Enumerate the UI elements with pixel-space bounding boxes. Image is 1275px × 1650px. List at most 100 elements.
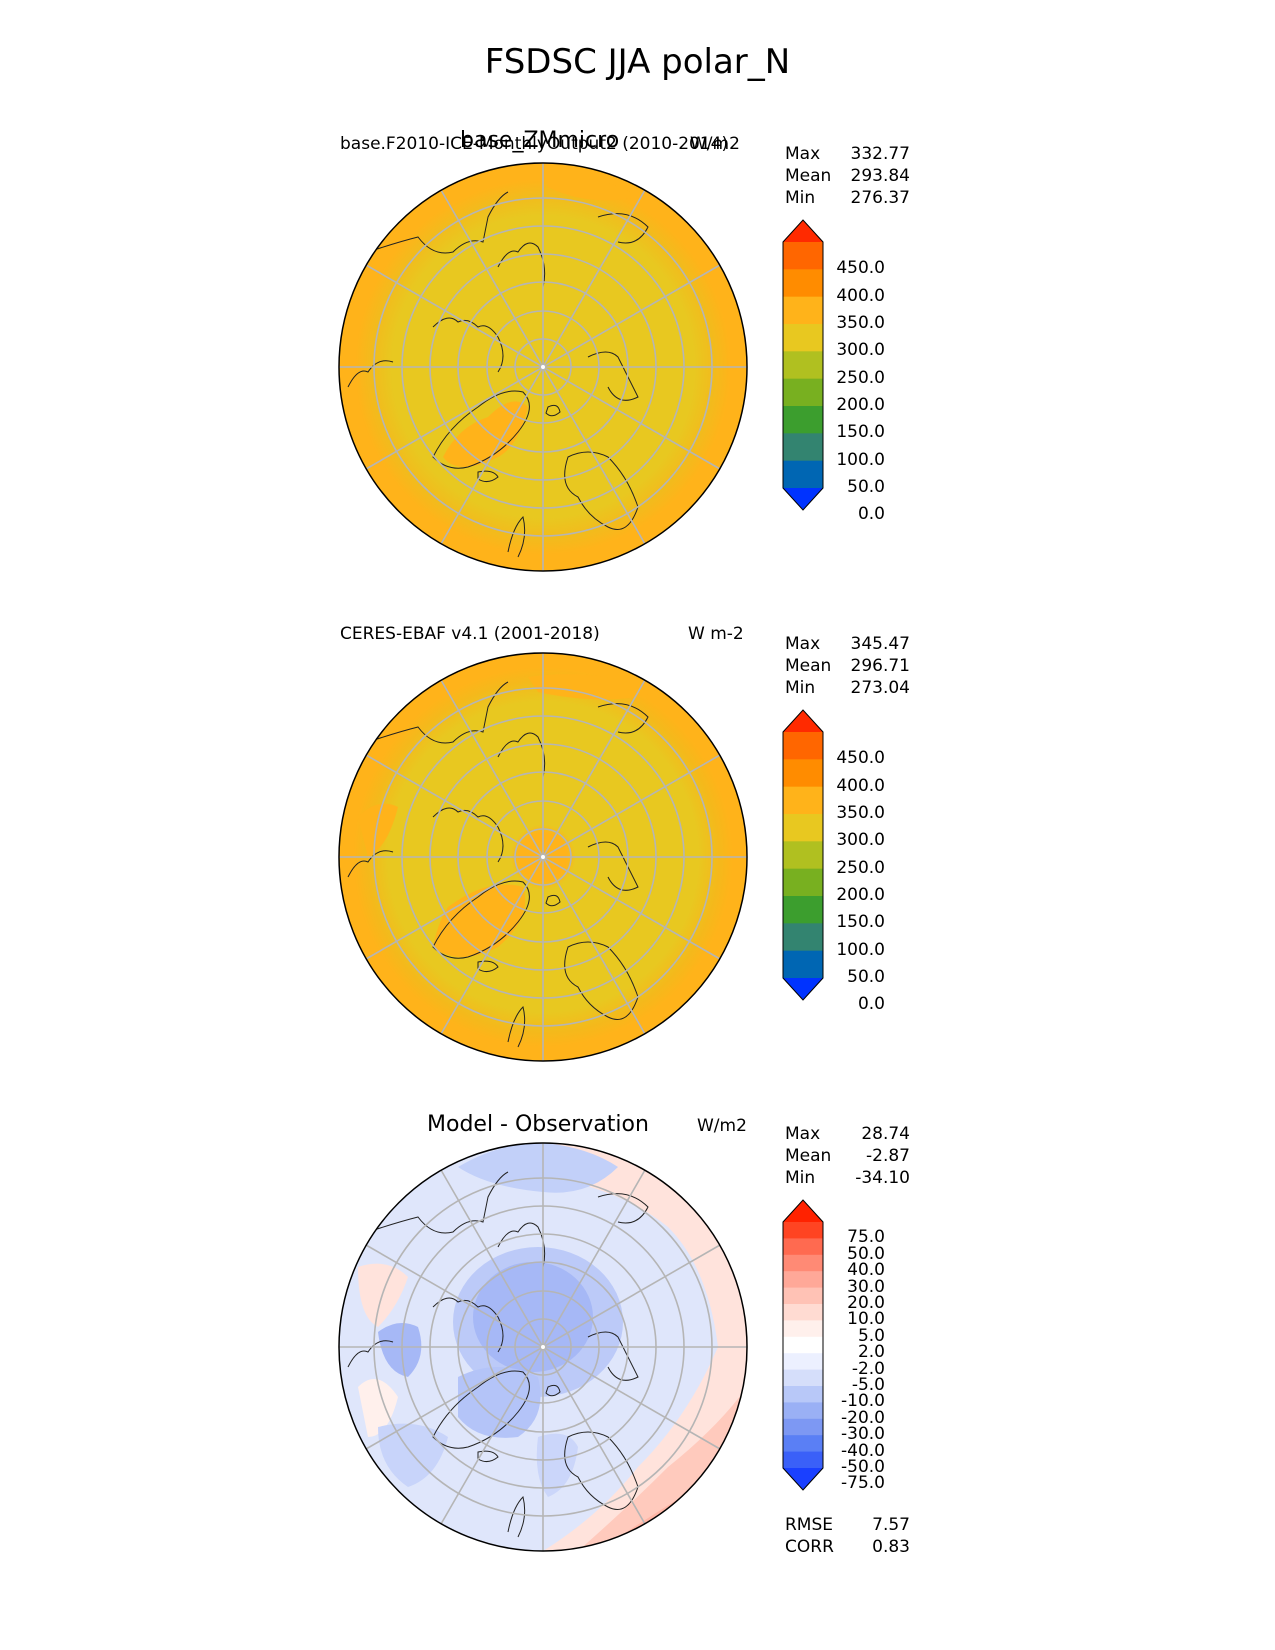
colorbar-tick-label: 20.0 [847, 1293, 885, 1313]
ref-units-label: W m-2 [688, 624, 744, 644]
colorbar-segment [783, 950, 823, 979]
colorbar-segment [783, 732, 823, 760]
figure-title: FSDSC JJA polar_N [484, 42, 791, 82]
colorbar-tick-label: 400.0 [836, 285, 885, 306]
colorbar-segment [783, 1336, 823, 1354]
stat-mean: Mean 293.84 [785, 166, 910, 186]
colorbar-tick-label: -50.0 [841, 1457, 885, 1477]
stat-max: Max 345.47 [785, 634, 910, 654]
colorbar-tick-label: -10.0 [841, 1391, 885, 1412]
colorbar-tick-label: 50.0 [847, 477, 885, 497]
colorbar-tick-label: 2.0 [857, 1342, 885, 1363]
stat-max: Max 28.74 [785, 1124, 910, 1144]
colorbar-segment [783, 1418, 823, 1436]
colorbar-tick-label: 300.0 [836, 830, 885, 851]
colorbar-tick-label: 75.0 [847, 1227, 885, 1248]
difference-colorbar [782, 1199, 824, 1491]
colorbar-tick-label: 300.0 [836, 340, 885, 361]
colorbar-segment [783, 296, 823, 325]
colorbar-tick-label: 200.0 [836, 395, 885, 415]
colorbar-tick-label: -2.0 [851, 1358, 885, 1379]
colorbar-tick-label: 0.0 [857, 994, 885, 1015]
colorbar-tick-label: 100.0 [836, 939, 885, 960]
test-panel-title: base_ZMmicro [460, 128, 620, 153]
colorbar-segment [783, 1304, 823, 1321]
colorbar-tick-label: -5.0 [851, 1375, 885, 1395]
colorbar-outline [782, 219, 824, 511]
colorbar-segment [783, 786, 823, 815]
test-units-label: W/m2 [690, 134, 740, 154]
colorbar-segment [783, 351, 823, 380]
colorbar-segment [783, 1271, 823, 1289]
colorbar-tick-label: 200.0 [836, 885, 885, 905]
colorbar-segment [783, 242, 823, 270]
colorbar-tick-label: 50.0 [847, 967, 885, 987]
colorbar-segment [783, 868, 823, 897]
metric-corr: CORR 0.83 [785, 1537, 910, 1557]
colorbar-segment [783, 923, 823, 952]
colorbar-segment [783, 406, 823, 434]
colorbar-tick-label: 30.0 [847, 1276, 885, 1297]
colorbar-segment [783, 269, 823, 298]
colorbar-tick-label: -20.0 [841, 1407, 885, 1428]
reference-polar-map [338, 652, 748, 1062]
colorbar-segment [783, 460, 823, 489]
colorbar-tick-label: -30.0 [841, 1424, 885, 1445]
colorbar-segment [783, 324, 823, 352]
diff-units-label: W/m2 [697, 1116, 747, 1136]
colorbar-segment [783, 1353, 823, 1371]
colorbar-extend-max [783, 220, 823, 242]
colorbar-segment [783, 1402, 823, 1420]
colorbar-tick-label: 50.0 [847, 1243, 885, 1264]
colorbar-segment [783, 1435, 823, 1453]
colorbar-segment [783, 1320, 823, 1338]
colorbar-extend-min [783, 488, 823, 510]
colorbar-tick-label: -40.0 [841, 1440, 885, 1461]
greenland-patch [443, 401, 528, 467]
colorbar-tick-label: 250.0 [836, 367, 885, 388]
stat-mean: Mean 296.71 [785, 656, 910, 676]
stat-min: Min 276.37 [785, 188, 910, 208]
colorbar-segment [783, 841, 823, 870]
colorbar-tick-label: 450.0 [836, 748, 885, 769]
colorbar-segment [783, 1222, 823, 1239]
test-colorbar [782, 219, 824, 511]
colorbar-tick-label: -75.0 [841, 1473, 885, 1494]
diff-panel-title: Model - Observation [427, 1112, 649, 1137]
colorbar-segment [783, 433, 823, 462]
ref-case-label: CERES-EBAF v4.1 (2001-2018) [340, 624, 600, 644]
difference-polar-map [338, 1142, 748, 1552]
colorbar-extend-max [783, 710, 823, 732]
colorbar-segment [783, 896, 823, 924]
stat-min: Min -34.10 [785, 1168, 910, 1188]
test-case-label: base.F2010-ICE-MonthlyOutput2 (2010-2014… [340, 134, 729, 154]
colorbar-extend-max [783, 1200, 823, 1222]
colorbar-tick-label: 150.0 [836, 912, 885, 933]
colorbar-segment [783, 814, 823, 842]
colorbar-tick-label: 100.0 [836, 449, 885, 470]
colorbar-tick-label: 150.0 [836, 422, 885, 443]
stat-max: Max 332.77 [785, 144, 910, 164]
test-polar-map [338, 162, 748, 572]
colorbar-segment [783, 1287, 823, 1305]
colorbar-segment [783, 1369, 823, 1387]
colorbar-segment [783, 1386, 823, 1403]
colorbar-segment [783, 759, 823, 788]
colorbar-segment [783, 378, 823, 407]
colorbar-tick-label: 250.0 [836, 857, 885, 878]
colorbar-outline [782, 1199, 824, 1491]
colorbar-outline [782, 709, 824, 1001]
colorbar-segment [783, 1451, 823, 1469]
metric-rmse: RMSE 7.57 [785, 1515, 910, 1535]
colorbar-tick-label: 10.0 [847, 1309, 885, 1330]
colorbar-segment [783, 1254, 823, 1272]
colorbar-tick-label: 400.0 [836, 775, 885, 796]
colorbar-segment [783, 1238, 823, 1256]
colorbar-tick-label: 40.0 [847, 1260, 885, 1281]
colorbar-extend-min [783, 978, 823, 1000]
colorbar-tick-label: 5.0 [857, 1325, 885, 1346]
stat-mean: Mean -2.87 [785, 1146, 910, 1166]
colorbar-extend-min [783, 1468, 823, 1490]
stat-min: Min 273.04 [785, 678, 910, 698]
coastlines [347, 191, 649, 558]
